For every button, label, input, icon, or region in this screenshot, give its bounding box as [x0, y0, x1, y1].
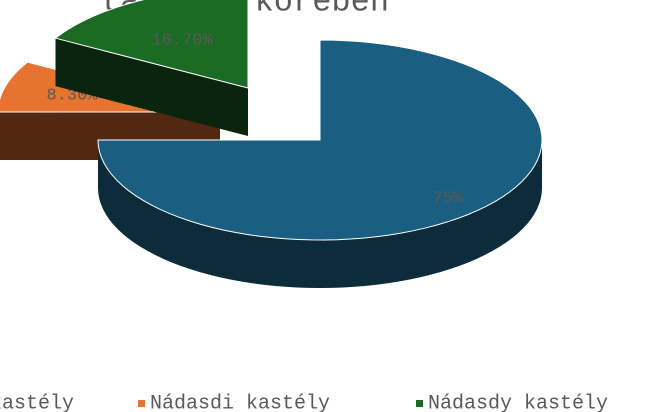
pie-slice — [97, 39, 543, 241]
legend-label: Nádasdy kastély — [428, 392, 608, 412]
data-label: 16.70% — [151, 31, 213, 50]
pie-slice — [54, 0, 249, 89]
legend-label: Nádasdi kastély — [150, 392, 330, 412]
slice-side — [55, 38, 249, 136]
data-label: 75% — [433, 189, 464, 208]
legend-marker — [416, 400, 423, 407]
legend-label: kastély — [0, 392, 74, 412]
legend-marker — [138, 400, 145, 407]
slice-wall — [98, 140, 542, 288]
